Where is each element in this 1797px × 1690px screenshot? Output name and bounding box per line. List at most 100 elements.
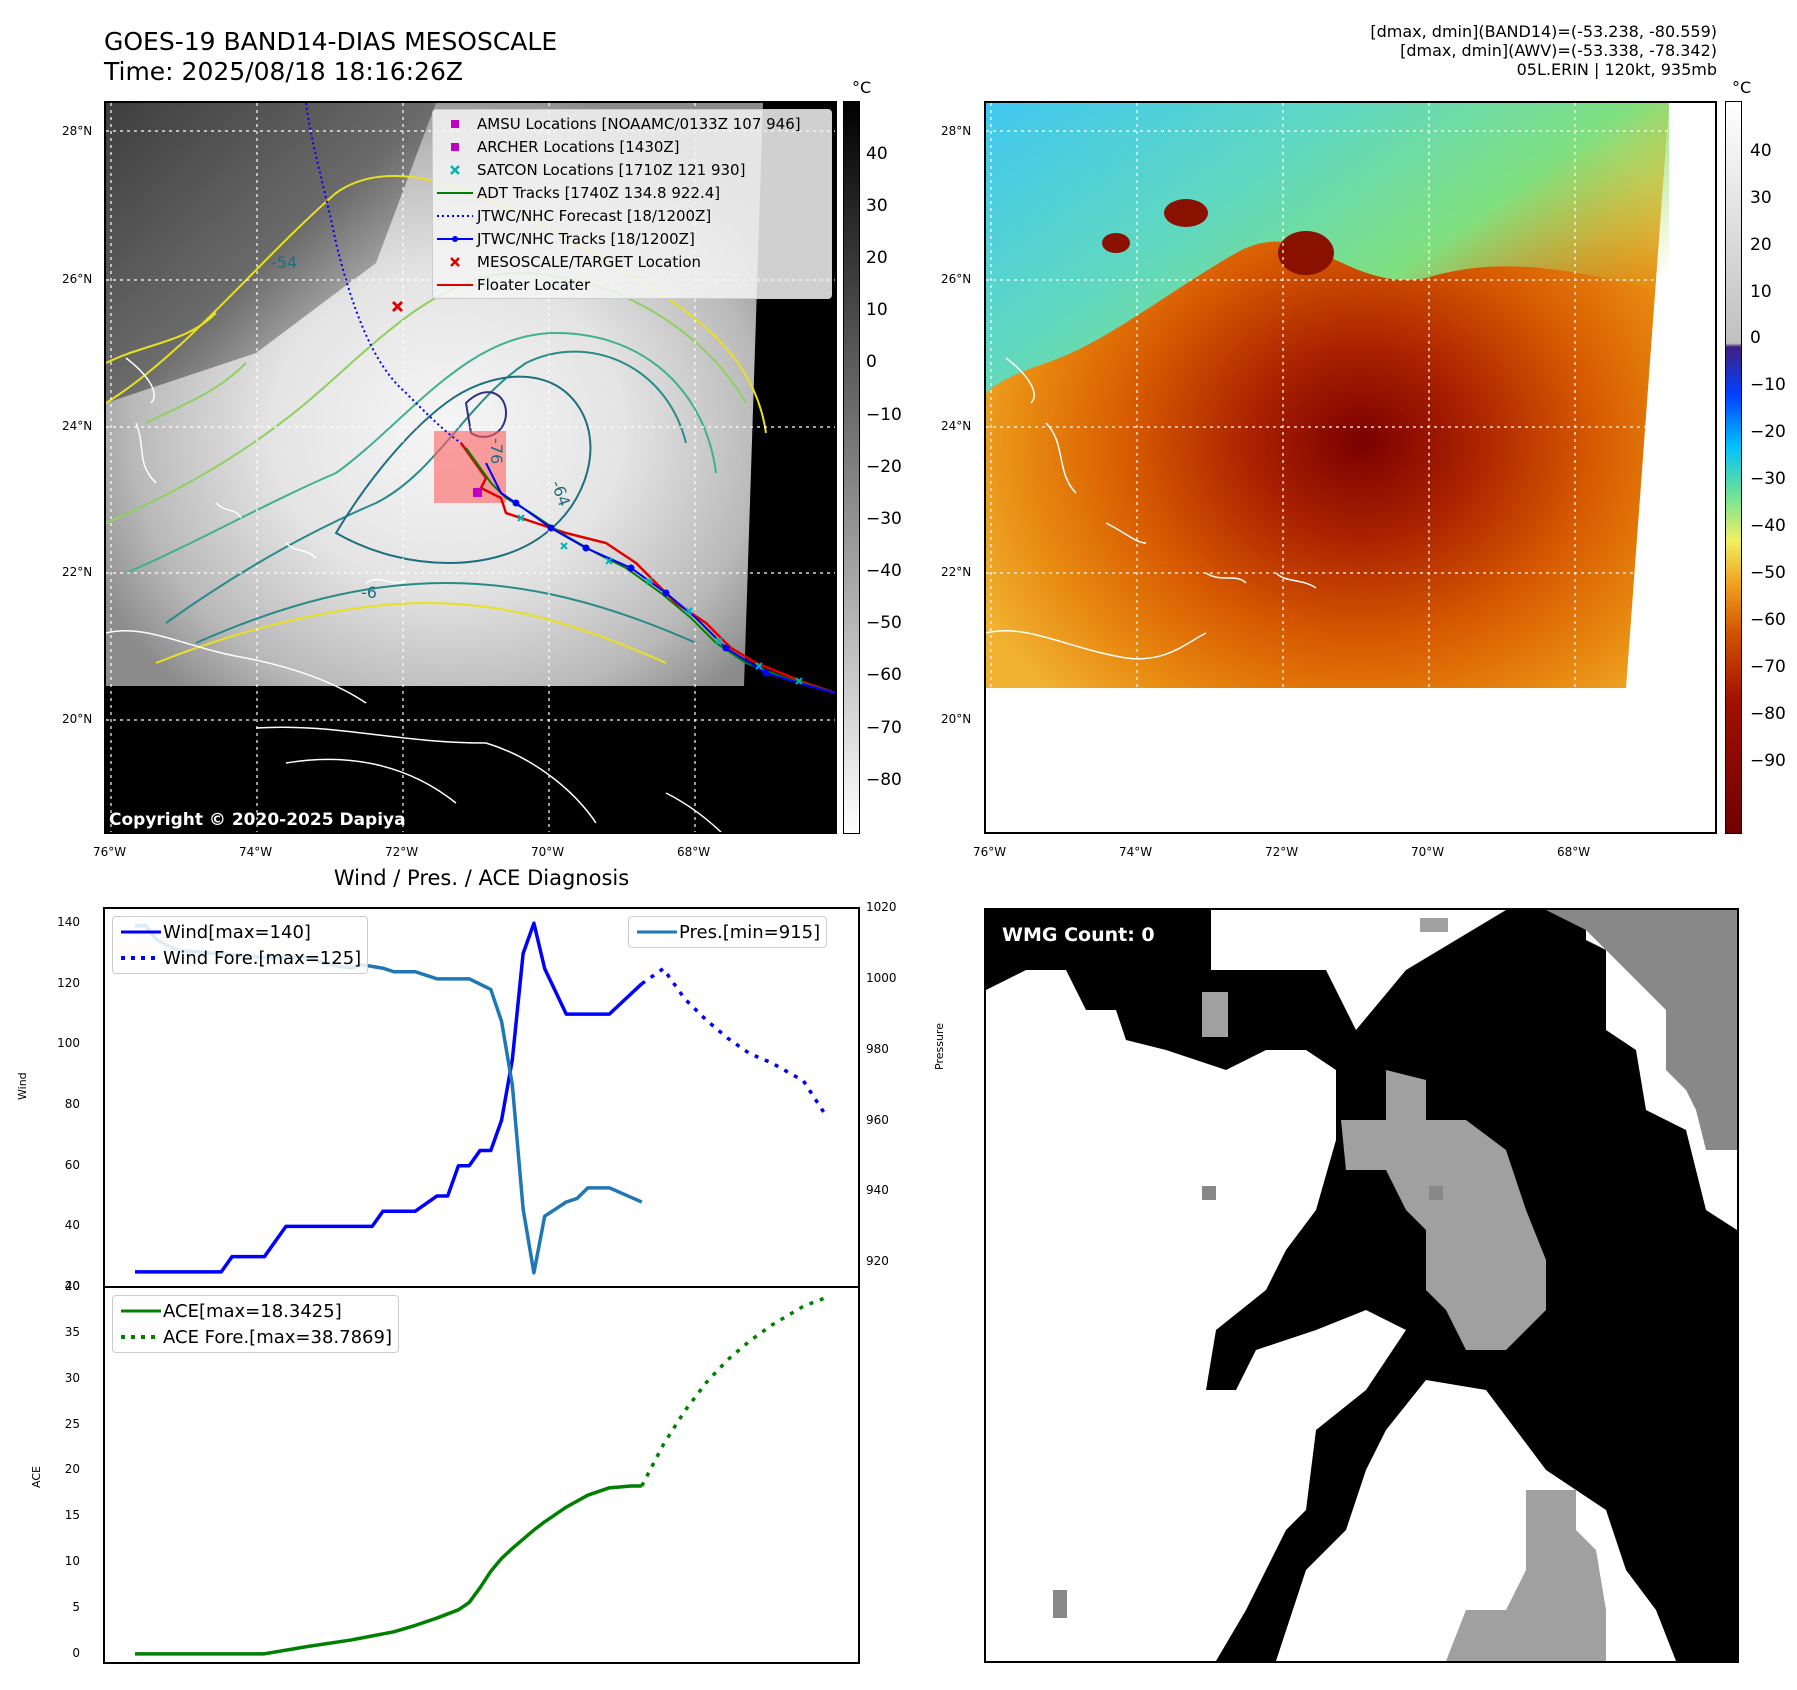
lon-tick: 74°W [239,845,273,859]
contour-lines [106,175,767,664]
pressure-legend: Pres.[min=915] [628,916,828,948]
ace-tick: 20 [64,1462,80,1477]
ace-tick: 0 [72,1645,80,1660]
colorbar-color [1725,101,1742,834]
legend-symbol [433,190,477,196]
lon-tick: 76°W [93,845,127,859]
lon-tick: 68°W [1557,845,1591,859]
lat-tick: 22°N [62,565,93,579]
colorbar-tick: −80 [1750,703,1786,724]
legend-ace-forecast: ACE Fore.[max=38.7869] [119,1324,392,1350]
wind-tick: 40 [64,1218,80,1233]
lat-tick: 22°N [941,565,972,579]
legend-label: AMSU Locations [NOAAMC/0133Z 107 946] [477,114,801,133]
colorbar-tick: −30 [1750,469,1786,490]
contour-label: -6 [361,583,377,602]
pressure-tick: 920 [866,1254,889,1269]
legend-label: ARCHER Locations [1430Z] [477,137,680,156]
colorbar-gray [843,101,860,834]
wmg-gray-region-2 [1546,910,1737,1150]
lat-tick: 20°N [62,712,93,726]
map-legend-item: ARCHER Locations [1430Z] [433,135,831,158]
colorbar-tick: 30 [866,195,888,216]
contour-label: -76 [487,438,506,464]
legend-label: Floater Locater [477,275,591,294]
ace-legend: ACE[max=18.3425] ACE Fore.[max=38.7869] [112,1295,399,1353]
pressure-tick: 1020 [866,900,897,914]
lon-tick: 76°W [973,845,1007,859]
colorbar-tick: −20 [866,456,902,477]
wmg-gray-cell [1420,918,1448,932]
series-line-1 [640,966,827,1116]
mesoscale-target-box [434,431,506,503]
wmg-mask-svg [986,910,1737,1661]
satcon-markers [517,514,803,685]
lat-tick: 24°N [941,419,972,433]
adt-track [465,447,835,694]
best-track-points [512,499,770,677]
wind-legend: Wind[max=140] Wind Fore.[max=125] [112,916,369,974]
wmg-count-badge: WMG Count: 0 [996,922,1161,948]
ace-tick: 35 [64,1324,80,1339]
map-legend: AMSU Locations [NOAAMC/0133Z 107 946] ARC… [432,109,832,299]
wind-tick: 100 [57,1036,80,1051]
map-legend-item: SATCON Locations [1710Z 121 930] [433,158,831,181]
target-marker [391,300,404,313]
legend-symbol [433,164,477,176]
colorbar-color-unit: °C [1732,78,1752,97]
colorbar-tick: −10 [866,404,902,425]
map-legend-item: JTWC/NHC Forecast [18/1200Z] [433,204,831,227]
lat-tick: 28°N [62,124,93,138]
pressure-tick: 940 [866,1183,889,1198]
colorbar-tick: −40 [866,561,902,582]
color-ir-map-svg [986,103,1715,832]
colorbar-tick: −70 [1750,656,1786,677]
legend-ace: ACE[max=18.3425] [119,1298,392,1324]
colorbar-tick: 10 [866,300,888,321]
ace-tick: 40 [64,1279,80,1293]
ace-ylabel: ACE [30,1466,43,1488]
legend-label: SATCON Locations [1710Z 121 930] [477,160,746,179]
floater-track [459,442,835,695]
colorbar-gray-unit: °C [852,78,872,97]
lat-tick: 24°N [62,419,93,433]
lon-tick: 68°W [677,845,711,859]
wind-ylabel: Wind [16,1072,29,1100]
lon-tick: 74°W [1119,845,1153,859]
colorbar-tick: 40 [866,143,888,164]
legend-label: Wind Fore.[max=125] [163,947,362,969]
series-line-0 [135,921,643,1274]
pressure-tick: 1000 [866,970,897,985]
ace-tick: 15 [64,1508,80,1523]
wmg-gray-cell [1053,1590,1067,1618]
wind-tick: 80 [64,1097,80,1112]
lat-tick: 28°N [941,124,972,138]
archer-marker [473,488,482,497]
colorbar-tick: −80 [866,769,902,790]
map-legend-item: AMSU Locations [NOAAMC/0133Z 107 946] [433,112,831,135]
legend-label: JTWC/NHC Forecast [18/1200Z] [477,206,712,225]
colorbar-tick: 30 [1750,187,1772,208]
wmg-gray-cell [1202,1186,1216,1200]
wind-panel-title: Wind / Pres. / ACE Diagnosis [333,866,630,890]
legend-label: JTWC/NHC Tracks [18/1200Z] [477,229,695,248]
wmg-panel: WMG Count: 0 [984,908,1739,1663]
wmg-gray-region-1 [1341,1070,1546,1350]
ace-tick: 5 [72,1599,80,1614]
colorbar-tick: 40 [1750,140,1772,161]
legend-symbol [433,282,477,288]
lon-tick: 70°W [531,845,565,859]
lon-tick: 72°W [1265,845,1299,859]
info-line-2: [dmax, dmin](AWV)=(-53.338, -78.342) [1400,41,1717,60]
colorbar-tick: 0 [866,352,877,373]
color-ir-map-panel [984,101,1717,834]
coastlines [986,357,1317,660]
colorbar-tick: −40 [1750,516,1786,537]
wmg-black-region [986,910,1737,1661]
colorbar-tick: −90 [1750,750,1786,771]
wind-tick: 60 [64,1157,80,1172]
legend-wind-forecast: Wind Fore.[max=125] [119,945,361,971]
colorbar-tick: −50 [866,613,902,634]
legend-symbol [433,213,477,219]
lon-tick: 70°W [1411,845,1445,859]
